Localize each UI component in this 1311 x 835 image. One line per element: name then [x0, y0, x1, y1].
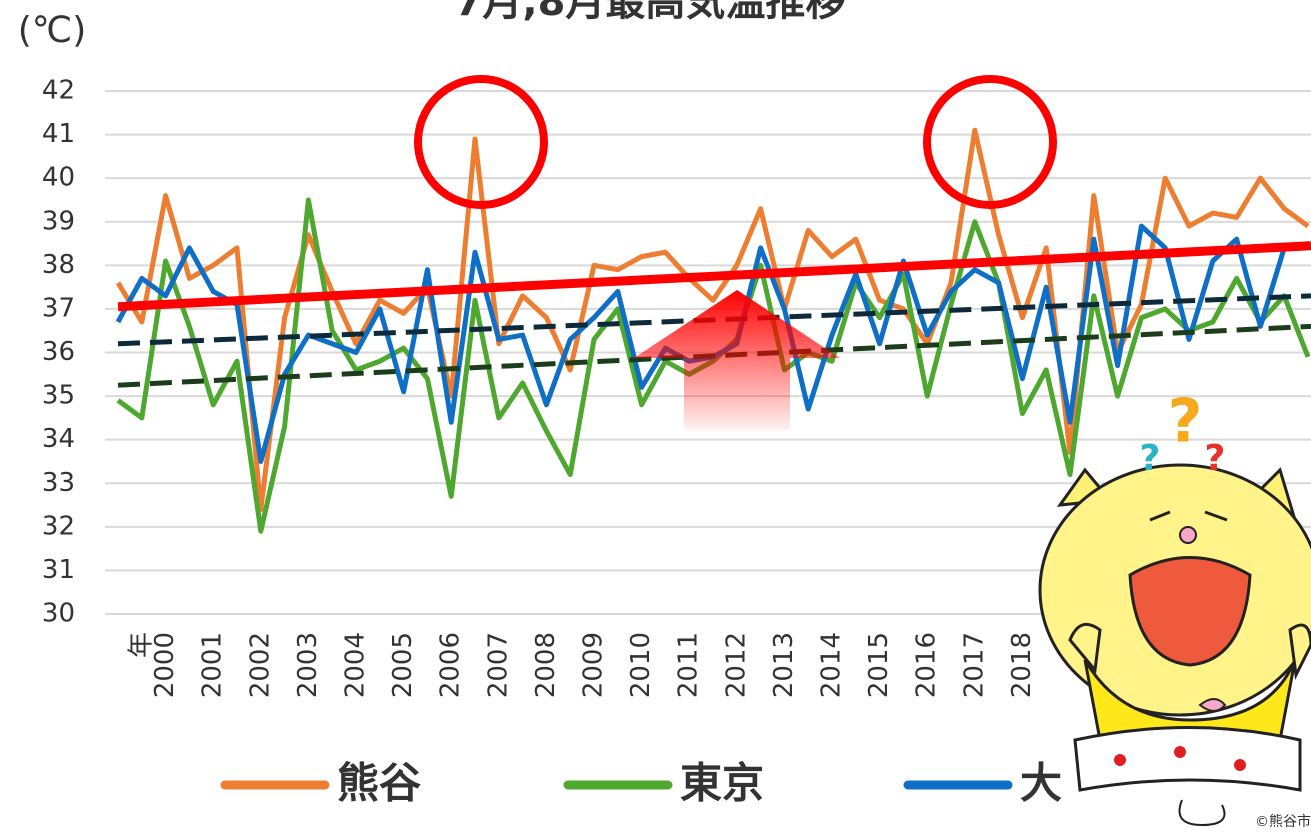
x-tick-label: 2017 [959, 632, 989, 698]
x-tick-label: 2015 [864, 632, 894, 698]
legend-label: 大 [1020, 759, 1062, 808]
mascot: ? ? ? [1040, 387, 1311, 825]
page: {"chart_data": {"type": "line", "title":… [0, 0, 1311, 835]
chart: 7月,8月最高気温推移 (℃) 30 31 32 33 34 35 36 37 38 39 40 41… [0, 0, 1311, 835]
svg-text:?: ? [1205, 438, 1226, 479]
y-tick-label: 31 [42, 555, 75, 585]
x-tick-label: 2014 [817, 632, 847, 698]
x-tick-label: 2004 [341, 632, 371, 698]
legend-label: 熊谷 [337, 759, 421, 808]
x-tick-label: 2011 [674, 632, 704, 698]
x-tick-label: 2002 [245, 632, 275, 698]
x-tick-label: 2003 [293, 632, 323, 698]
legend-label: 東京 [680, 759, 764, 808]
x-tick-label: 2013 [769, 632, 799, 698]
legend: 熊谷 東京 大 [225, 759, 1062, 808]
y-tick-label: 34 [42, 424, 75, 454]
x-tick-label: 2007 [483, 632, 513, 698]
y-tick-label: 40 [42, 163, 75, 193]
x-tick-label: 2012 [721, 632, 751, 698]
y-tick-label: 32 [42, 511, 75, 541]
y-tick-label: 30 [42, 599, 75, 629]
svg-text:?: ? [1140, 438, 1161, 479]
x-tick-label: 2000 [150, 632, 180, 698]
y-tick-label: 42 [42, 76, 75, 106]
x-tick-label: 2001 [198, 632, 228, 698]
chart-title: 7月,8月最高気温推移 [455, 0, 846, 25]
y-tick-label: 35 [42, 381, 75, 411]
x-tick-label: 2005 [388, 632, 418, 698]
y-tick-label: 36 [42, 337, 75, 367]
x-tick-label: 2009 [579, 632, 609, 698]
x-tick-label: 2010 [626, 632, 656, 698]
y-axis-unit: (℃) [18, 10, 87, 51]
svg-text:?: ? [1168, 387, 1203, 457]
y-tick-label: 37 [42, 293, 75, 323]
y-tick-label: 39 [42, 206, 75, 236]
credit: ©熊谷市 [1255, 813, 1311, 830]
x-tick-label: 2006 [436, 632, 466, 698]
y-tick-label: 41 [42, 119, 75, 149]
y-tick-label: 38 [42, 250, 75, 280]
y-tick-label: 33 [42, 468, 75, 498]
x-tick-label: 2018 [1007, 632, 1037, 698]
x-tick-label: 2016 [912, 632, 942, 698]
x-tick-label: 2008 [531, 632, 561, 698]
